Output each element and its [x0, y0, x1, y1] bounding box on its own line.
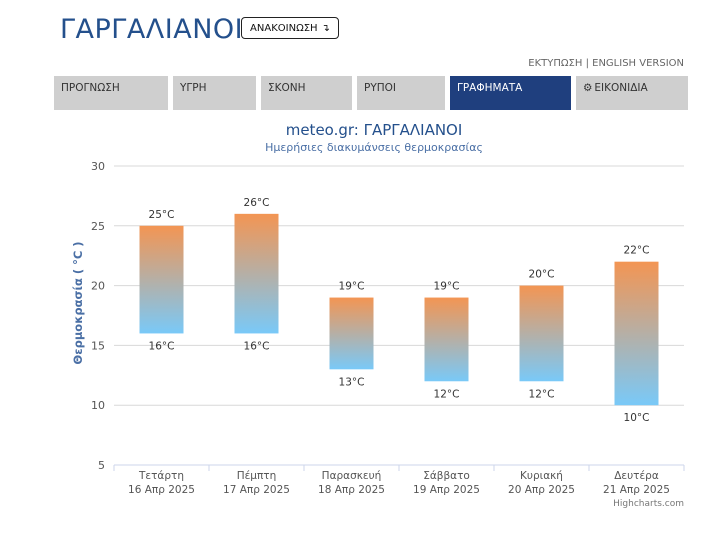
- low-temp-label: 12°C: [529, 388, 555, 400]
- high-temp-label: 25°C: [149, 209, 175, 221]
- tab-label: ΥΓΡΗ: [180, 82, 207, 94]
- high-temp-label: 26°C: [244, 197, 270, 209]
- page-title: ΓΑΡΓΑΛΙΑΝΟΙ: [60, 14, 244, 45]
- x-day-label: Παρασκευή: [322, 470, 382, 482]
- tab-label: ΣΚΟΝΗ: [268, 82, 306, 94]
- x-day-label: Δευτέρα: [614, 470, 659, 482]
- y-tick-label: 20: [91, 280, 105, 293]
- temperature-range-bar: [139, 225, 184, 334]
- y-tick-label: 30: [91, 160, 105, 173]
- announcement-button[interactable]: ΑΝΑΚΟΙΝΩΣΗ ↴: [241, 17, 339, 39]
- tab-pollutants[interactable]: ΡΥΠΟΙ: [357, 76, 445, 110]
- x-day-label: Πέμπτη: [237, 470, 277, 482]
- low-temp-label: 16°C: [244, 340, 270, 352]
- chart-title: meteo.gr: ΓΑΡΓΑΛΙΑΝΟΙ: [286, 121, 463, 139]
- low-temp-label: 10°C: [624, 412, 650, 424]
- print-link[interactable]: ΕΚΤΥΠΩΣΗ: [528, 58, 583, 69]
- tab-label: ΓΡΑΦΗΜΑΤΑ: [457, 82, 523, 94]
- high-temp-label: 19°C: [339, 281, 365, 293]
- temperature-chart: meteo.gr: ΓΑΡΓΑΛΙΑΝΟΙ Ημερήσιες διακυμάν…: [71, 121, 685, 509]
- temperature-range-bar: [424, 297, 469, 382]
- chart-credits[interactable]: Highcharts.com: [613, 499, 684, 509]
- tab-icons[interactable]: ⚙ ΕΙΚΟΝΙΔΙΑ: [576, 76, 688, 110]
- x-day-label: Τετάρτη: [138, 470, 184, 482]
- tab-dust[interactable]: ΣΚΟΝΗ: [261, 76, 352, 110]
- y-axis-ticks: 5 10 15 20 25 30: [91, 160, 105, 472]
- x-axis: Τετάρτη 16 Απρ 2025 Πέμπτη 17 Απρ 2025 Παρασ…: [113, 465, 685, 496]
- top-links: ΕΚΤΥΠΩΣΗ | ENGLISH VERSION: [528, 58, 684, 69]
- arrow-down-icon: ↴: [321, 22, 330, 34]
- english-version-link[interactable]: ENGLISH VERSION: [592, 58, 684, 69]
- x-date-label: 18 Απρ 2025: [318, 484, 385, 496]
- x-day-label: Σάββατο: [423, 470, 470, 482]
- tab-forecast[interactable]: ΠΡΟΓΝΩΣΗ: [54, 76, 168, 110]
- high-temp-label: 20°C: [529, 269, 555, 281]
- y-axis-title: Θερμοκρασία ( °C ): [71, 241, 85, 364]
- temperature-range-bar: [329, 297, 374, 370]
- tab-label: ΕΙΚΟΝΙΔΙΑ: [594, 82, 648, 94]
- tab-charts[interactable]: ΓΡΑΦΗΜΑΤΑ: [450, 76, 571, 110]
- temperature-range-bar: [519, 285, 564, 382]
- gear-icon: ⚙: [583, 82, 593, 94]
- high-temp-label: 22°C: [624, 245, 650, 257]
- tab-label: ΠΡΟΓΝΩΣΗ: [61, 82, 120, 94]
- announcement-label: ΑΝΑΚΟΙΝΩΣΗ: [250, 22, 318, 34]
- x-date-label: 21 Απρ 2025: [603, 484, 670, 496]
- grid-lines: [114, 165, 684, 466]
- y-tick-label: 25: [91, 220, 105, 233]
- y-tick-label: 10: [91, 399, 105, 412]
- x-day-label: Κυριακή: [520, 470, 563, 482]
- low-temp-label: 16°C: [149, 340, 175, 352]
- temperature-range-bar: [614, 261, 659, 406]
- x-date-label: 16 Απρ 2025: [128, 484, 195, 496]
- temperature-bars: 25°C 16°C 26°C 16°C 19°C 13°C 19°C 12°C 20°C 12°C…: [139, 197, 659, 424]
- x-date-label: 17 Απρ 2025: [223, 484, 290, 496]
- link-separator: |: [585, 58, 589, 69]
- x-date-label: 19 Απρ 2025: [413, 484, 480, 496]
- chart-subtitle: Ημερήσιες διακυμάνσεις θερμοκρασίας: [265, 141, 483, 154]
- high-temp-label: 19°C: [434, 281, 460, 293]
- low-temp-label: 13°C: [339, 376, 365, 388]
- tab-humidity[interactable]: ΥΓΡΗ: [173, 76, 256, 110]
- y-tick-label: 5: [98, 459, 105, 472]
- low-temp-label: 12°C: [434, 388, 460, 400]
- x-date-label: 20 Απρ 2025: [508, 484, 575, 496]
- y-tick-label: 15: [91, 339, 105, 352]
- temperature-range-bar: [234, 213, 279, 334]
- tab-label: ΡΥΠΟΙ: [364, 82, 397, 94]
